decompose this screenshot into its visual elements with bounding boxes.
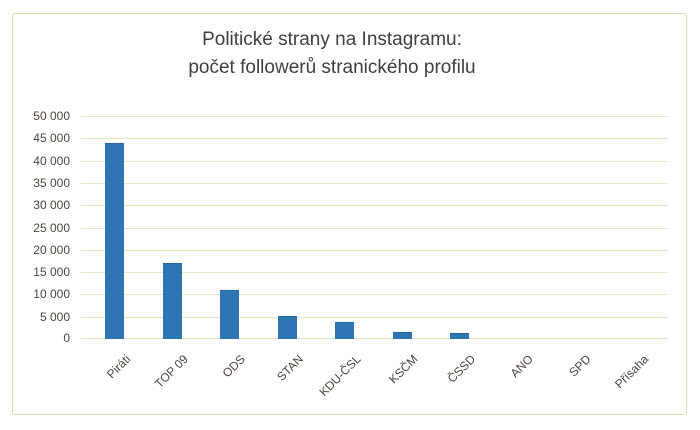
gridline bbox=[81, 294, 667, 295]
bar-top-09 bbox=[162, 263, 182, 339]
y-axis-tick-label: 20 000 bbox=[33, 243, 70, 257]
bar--ssd bbox=[450, 333, 469, 339]
x-axis-tick-label: SPD bbox=[566, 352, 594, 380]
gridline bbox=[81, 250, 667, 251]
gridline bbox=[81, 205, 667, 206]
chart-title-line2: počet followerů stranického profilu bbox=[188, 57, 476, 78]
y-axis-tick-label: 30 000 bbox=[33, 198, 70, 212]
y-axis-tick-label: 45 000 bbox=[33, 131, 70, 145]
gridline bbox=[81, 338, 667, 339]
y-axis: 0 5 000 10 000 15 000 20 000 25 000 30 000 35 0… bbox=[0, 109, 70, 345]
bar-kdu-sl bbox=[335, 322, 354, 339]
x-axis: Piráti TOP 09 ODS STAN KDU-ČSL KSČM ČSSD ANO SPD… bbox=[81, 352, 667, 412]
y-axis-tick-label: 35 000 bbox=[33, 176, 70, 190]
x-axis-tick-label: Piráti bbox=[104, 352, 134, 382]
chart-title: Politické strany na Instagramu: počet fo… bbox=[12, 26, 652, 82]
bar-pir-ti bbox=[105, 143, 124, 339]
x-axis-tick-label: ODS bbox=[220, 352, 249, 381]
y-axis-tick-label: 10 000 bbox=[33, 287, 70, 301]
x-axis-tick-label: ANO bbox=[507, 352, 536, 381]
gridline bbox=[81, 161, 667, 162]
bar-stan bbox=[277, 316, 297, 339]
y-axis-tick-label: 5 000 bbox=[39, 310, 70, 324]
plot-area bbox=[81, 116, 667, 339]
gridline bbox=[81, 138, 667, 139]
bar-ods bbox=[220, 290, 239, 339]
chart-title-line1: Politické strany na Instagramu: bbox=[202, 29, 462, 50]
gridline bbox=[81, 317, 667, 318]
y-axis-tick-label: 40 000 bbox=[33, 154, 70, 168]
gridline bbox=[81, 183, 667, 184]
gridline bbox=[81, 272, 667, 273]
x-axis-tick-label: STAN bbox=[273, 352, 306, 384]
x-axis-tick-label: Přísaha bbox=[611, 352, 651, 392]
x-axis-tick-label: ČSSD bbox=[444, 352, 479, 386]
gridline bbox=[81, 228, 667, 229]
y-axis-tick-label: 0 bbox=[63, 331, 70, 345]
x-axis-tick-label: KSČM bbox=[386, 352, 421, 387]
gridline bbox=[81, 116, 667, 117]
chart-frame bbox=[12, 13, 687, 415]
x-axis-tick-label: TOP 09 bbox=[152, 352, 191, 391]
x-axis-tick-label: KDU-ČSL bbox=[316, 352, 364, 400]
y-axis-tick-label: 15 000 bbox=[33, 265, 70, 279]
bar-ks-m bbox=[392, 332, 412, 339]
y-axis-tick-label: 50 000 bbox=[33, 109, 70, 123]
y-axis-tick-label: 25 000 bbox=[33, 221, 70, 235]
